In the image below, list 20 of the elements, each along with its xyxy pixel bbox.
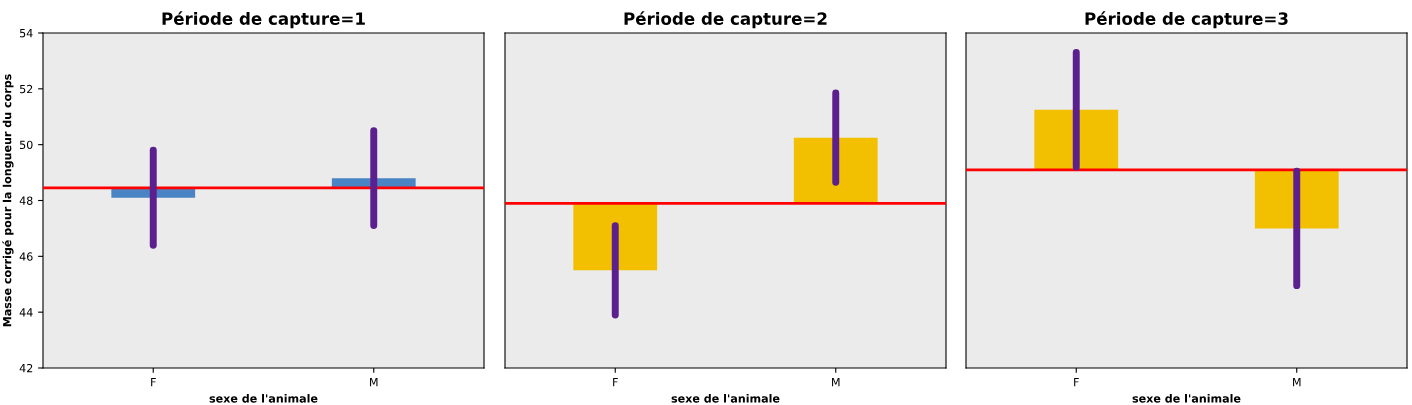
x-tick-label: M — [1293, 378, 1301, 387]
chart-title: Période de capture=1 — [162, 11, 365, 29]
y-tick-label: 42 — [19, 363, 33, 373]
x-axis-title: sexe de l'animale — [1132, 394, 1241, 403]
x-tick-label: F — [613, 378, 618, 387]
x-tick-label: M — [832, 378, 840, 387]
y-tick-label: 52 — [20, 84, 33, 94]
y-tick-label: 54 — [20, 29, 33, 38]
x-axis-title: sexe de l'animale — [671, 394, 780, 403]
y-tick-label: 44 — [19, 308, 33, 317]
x-tick-label: M — [370, 378, 378, 387]
chart-title: Période de capture=2 — [624, 11, 827, 29]
y-tick-label: 48 — [19, 196, 33, 205]
y-axis-title: Masse corrigé pour la longueur du corps — [2, 74, 14, 327]
x-tick-label: F — [151, 378, 156, 387]
y-tick-label: 50 — [20, 140, 33, 150]
x-axis-title: sexe de l'animale — [209, 394, 318, 403]
chart-title: Période de capture=3 — [1085, 11, 1288, 29]
y-tick-label: 46 — [19, 252, 33, 261]
x-tick-label: F — [1074, 378, 1079, 387]
